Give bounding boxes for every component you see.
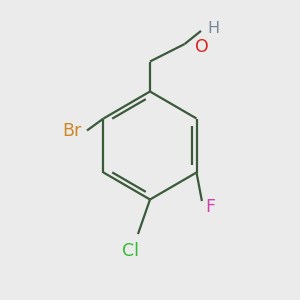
Text: O: O — [195, 38, 209, 56]
Text: H: H — [207, 21, 219, 36]
Text: F: F — [206, 198, 215, 216]
Text: Br: Br — [62, 122, 81, 140]
Text: Cl: Cl — [122, 242, 139, 260]
